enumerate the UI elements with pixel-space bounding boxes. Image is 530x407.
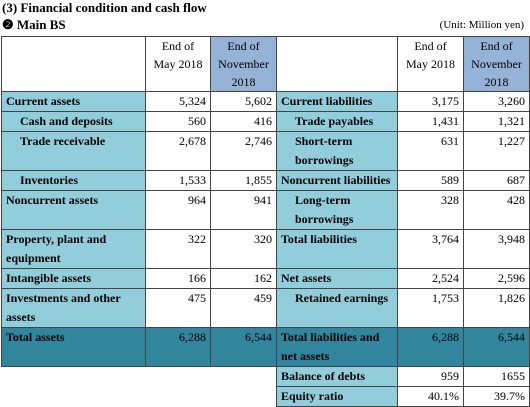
value-cell: 964: [145, 190, 211, 230]
value-cell: 959: [397, 366, 464, 387]
value-cell: 166: [145, 268, 211, 289]
value-cell: 2,524: [397, 268, 464, 289]
column-header: End of November 2018: [463, 36, 530, 92]
value-cell: 1,855: [210, 170, 277, 191]
value-cell: 1,431: [397, 111, 464, 132]
value-cell: 2,746: [210, 131, 277, 171]
subtitle: ❷ Main BS: [2, 17, 66, 32]
table-row: Inventories 1,533 1,855 Noncurrent liabilit…: [1, 170, 530, 191]
value-cell: 320: [210, 229, 277, 269]
value-cell: 1,533: [145, 170, 211, 191]
table-row: Equity ratio 40.1% 39.7%: [2, 386, 530, 407]
value-cell: 2,678: [145, 131, 211, 171]
row-label: Short-term borrowings: [276, 131, 398, 171]
value-cell: 560: [145, 111, 211, 132]
table-row: Balance of debts 959 1655: [2, 366, 530, 387]
table-row: Total assets 6,288 6,544 Total liabilities …: [1, 327, 530, 367]
table-row: Trade receivable 2,678 2,746 Short-term bor…: [1, 131, 530, 171]
balance-sheet-table: End of May 2018 End of November 2018 End…: [1, 36, 530, 407]
value-cell: 6,288: [145, 327, 211, 367]
value-cell: 2,596: [463, 268, 530, 289]
value-cell: 328: [397, 190, 464, 230]
row-label: Current liabilities: [276, 91, 398, 112]
row-label: Noncurrent assets: [1, 190, 146, 230]
value-cell: 3,175: [397, 91, 464, 112]
row-label: Intangible assets: [1, 268, 146, 289]
unit-note: (Unit: Million yen): [439, 19, 524, 31]
value-cell: 589: [397, 170, 464, 191]
value-cell: 39.7%: [463, 386, 530, 407]
column-header: End of November 2018: [210, 36, 277, 92]
empty-cell: [146, 367, 211, 387]
value-cell: 1,826: [463, 288, 530, 328]
row-label: Trade payables: [276, 111, 398, 132]
row-label: Retained earnings: [276, 288, 398, 328]
empty-cell: [2, 387, 146, 407]
value-cell: 416: [210, 111, 277, 132]
value-cell: 631: [397, 131, 464, 171]
value-cell: 428: [463, 190, 530, 230]
value-cell: 5,602: [210, 91, 277, 112]
row-label: Cash and deposits: [1, 111, 146, 132]
table-row: Intangible assets 166 162 Net assets 2,524 2,…: [1, 268, 530, 289]
header-blank: [276, 36, 398, 92]
value-cell: 459: [210, 288, 277, 328]
empty-cell: [211, 387, 277, 407]
value-cell: 1,321: [463, 111, 530, 132]
row-label: Total liabilities: [276, 229, 398, 269]
table-row: Cash and deposits 560 416 Trade payables 1,4…: [1, 111, 530, 132]
row-label: Inventories: [1, 170, 146, 191]
row-label: Long-term borrowings: [276, 190, 398, 230]
value-cell: 3,260: [463, 91, 530, 112]
value-cell: 40.1%: [397, 386, 464, 407]
table-body: End of May 2018 End of November 2018 End…: [1, 36, 530, 407]
row-label: Property, plant and equipment: [1, 229, 146, 269]
row-label: Noncurrent liabilities: [276, 170, 398, 191]
value-cell: 941: [210, 190, 277, 230]
row-label: Trade receivable: [1, 131, 146, 171]
column-header: End of May 2018: [145, 36, 211, 92]
row-label: Net assets: [276, 268, 398, 289]
value-cell: 5,324: [145, 91, 211, 112]
row-label: Equity ratio: [276, 386, 398, 407]
column-header: End of May 2018: [397, 36, 464, 92]
value-cell: 1,753: [397, 288, 464, 328]
value-cell: 6,544: [210, 327, 277, 367]
empty-cell: [146, 387, 211, 407]
row-label: Investments and other assets: [1, 288, 146, 328]
table-row: Current assets 5,324 5,602 Current liabilit…: [1, 91, 530, 112]
value-cell: 6,544: [463, 327, 530, 367]
value-cell: 6,288: [397, 327, 464, 367]
row-label: Total liabilities and net assets: [276, 327, 398, 367]
table-row: Noncurrent assets 964 941 Long-term borrowi…: [1, 190, 530, 230]
row-label: Balance of debts: [276, 366, 398, 387]
table-row: Investments and other assets 475 459 Retain…: [1, 288, 530, 328]
value-cell: 1,227: [463, 131, 530, 171]
value-cell: 3,764: [397, 229, 464, 269]
row-label: Current assets: [1, 91, 146, 112]
value-cell: 322: [145, 229, 211, 269]
value-cell: 687: [463, 170, 530, 191]
header-row: End of May 2018 End of November 2018 End…: [1, 36, 530, 92]
table-row: Property, plant and equipment 322 320 Total…: [1, 229, 530, 269]
value-cell: 475: [145, 288, 211, 328]
header-blank: [1, 36, 146, 92]
value-cell: 3,948: [463, 229, 530, 269]
row-label: Total assets: [1, 327, 146, 367]
value-cell: 1655: [463, 366, 530, 387]
value-cell: 162: [210, 268, 277, 289]
empty-cell: [2, 367, 146, 387]
title: (3) Financial condition and cash flow: [2, 0, 207, 15]
empty-cell: [211, 367, 277, 387]
